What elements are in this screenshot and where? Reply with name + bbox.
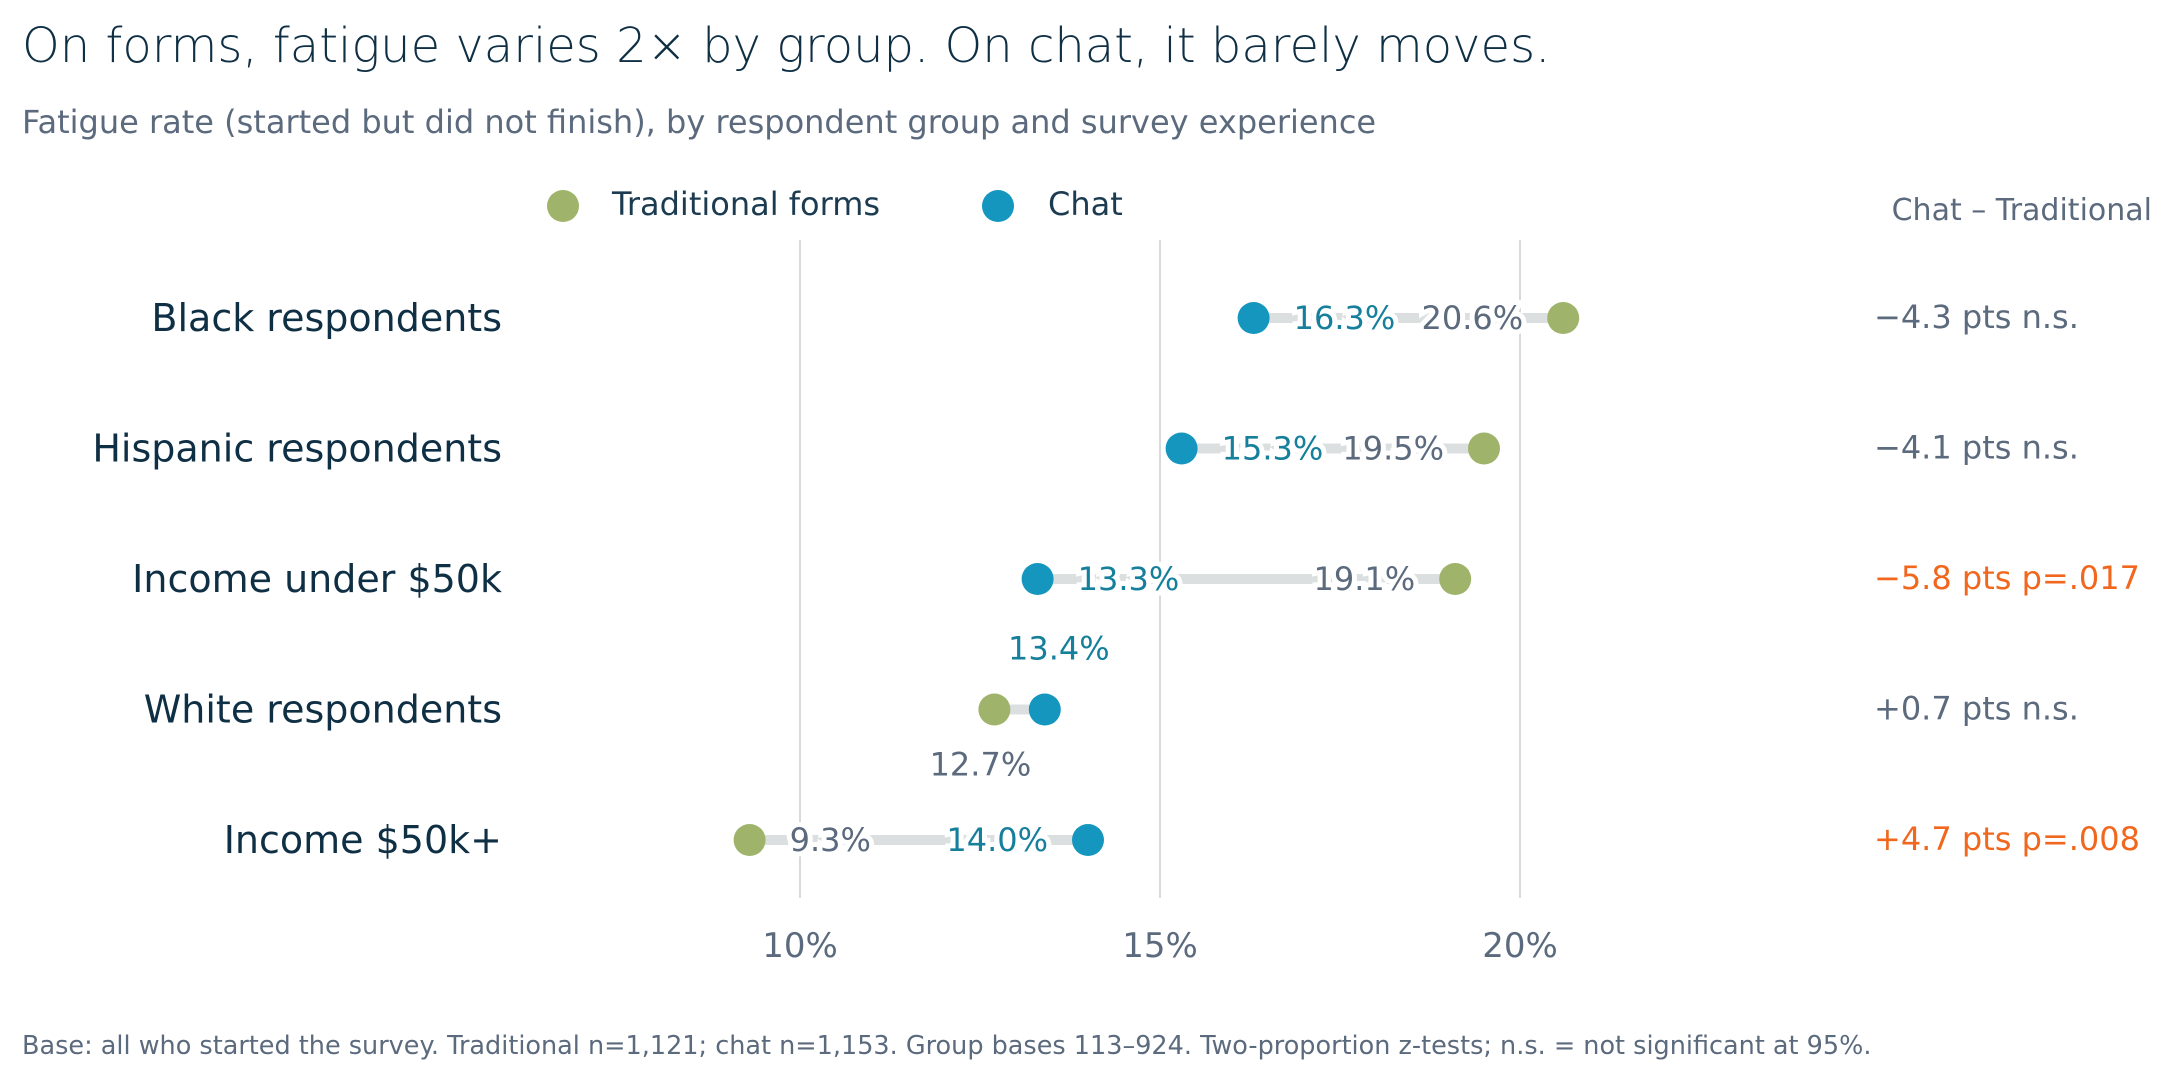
- chat-value-label: 15.3%: [1222, 430, 1324, 468]
- gridlines: [799, 240, 1521, 898]
- delta-column: −4.3 pts n.s. −4.1 pts n.s. −5.8 pts p=.01…: [1874, 298, 2140, 858]
- chart-title: On forms, fatigue varies 2× by group. On…: [22, 18, 1550, 74]
- traditional-value-label: 20.6%: [1422, 299, 1524, 337]
- traditional-value-label: 12.7%: [930, 746, 1032, 784]
- footnote: Base: all who started the survey. Tradit…: [22, 1031, 1871, 1061]
- traditional-dot: [1547, 302, 1580, 334]
- delta-value: −4.3 pts n.s.: [1874, 298, 2079, 336]
- legend-traditional-label: Traditional forms: [611, 185, 880, 223]
- x-tick-label: 10%: [762, 926, 838, 966]
- legend-chat-marker: [982, 190, 1014, 222]
- chat-value-label: 16.3%: [1294, 299, 1396, 337]
- chat-value-label: 13.3%: [1078, 560, 1180, 598]
- chat-value-label: 13.4%: [1008, 630, 1110, 668]
- traditional-value-label: 19.1%: [1314, 560, 1416, 598]
- category-label: White respondents: [144, 688, 502, 732]
- chat-dot: [1072, 824, 1104, 856]
- traditional-dot: [1468, 432, 1500, 465]
- chat-dot: [1237, 302, 1270, 334]
- traditional-dot: [733, 824, 766, 856]
- chat-dot: [1028, 693, 1061, 726]
- category-label: Income $50k+: [224, 818, 502, 862]
- category-label: Income under $50k: [132, 557, 502, 601]
- x-axis: 10% 15% 20%: [762, 926, 1558, 966]
- category-label: Black respondents: [151, 296, 502, 340]
- delta-value: −5.8 pts p=.017: [1874, 559, 2140, 597]
- chat-value-label: 14.0%: [946, 821, 1048, 859]
- x-tick-label: 15%: [1122, 926, 1198, 966]
- chat-dot: [1021, 563, 1054, 595]
- chart-subtitle: Fatigue rate (started but did not finish…: [22, 103, 1376, 141]
- legend-chat-label: Chat: [1048, 185, 1123, 223]
- delta-value: −4.1 pts n.s.: [1874, 429, 2079, 467]
- traditional-value-label: 19.5%: [1342, 430, 1444, 468]
- plot-area: Black respondents 16.3% 20.6% Hispanic resp…: [92, 294, 1580, 864]
- traditional-dot: [978, 693, 1011, 726]
- traditional-value-label: 9.3%: [790, 821, 871, 859]
- legend: Traditional forms Chat: [547, 185, 1123, 223]
- category-label: Hispanic respondents: [92, 427, 502, 471]
- legend-traditional-marker: [547, 190, 579, 222]
- delta-value: +0.7 pts n.s.: [1874, 690, 2079, 728]
- delta-value: +4.7 pts p=.008: [1874, 820, 2140, 858]
- chat-dot: [1165, 432, 1198, 465]
- delta-column-header: Chat – Traditional: [1892, 193, 2152, 228]
- x-tick-label: 20%: [1482, 926, 1558, 966]
- traditional-dot: [1439, 563, 1472, 595]
